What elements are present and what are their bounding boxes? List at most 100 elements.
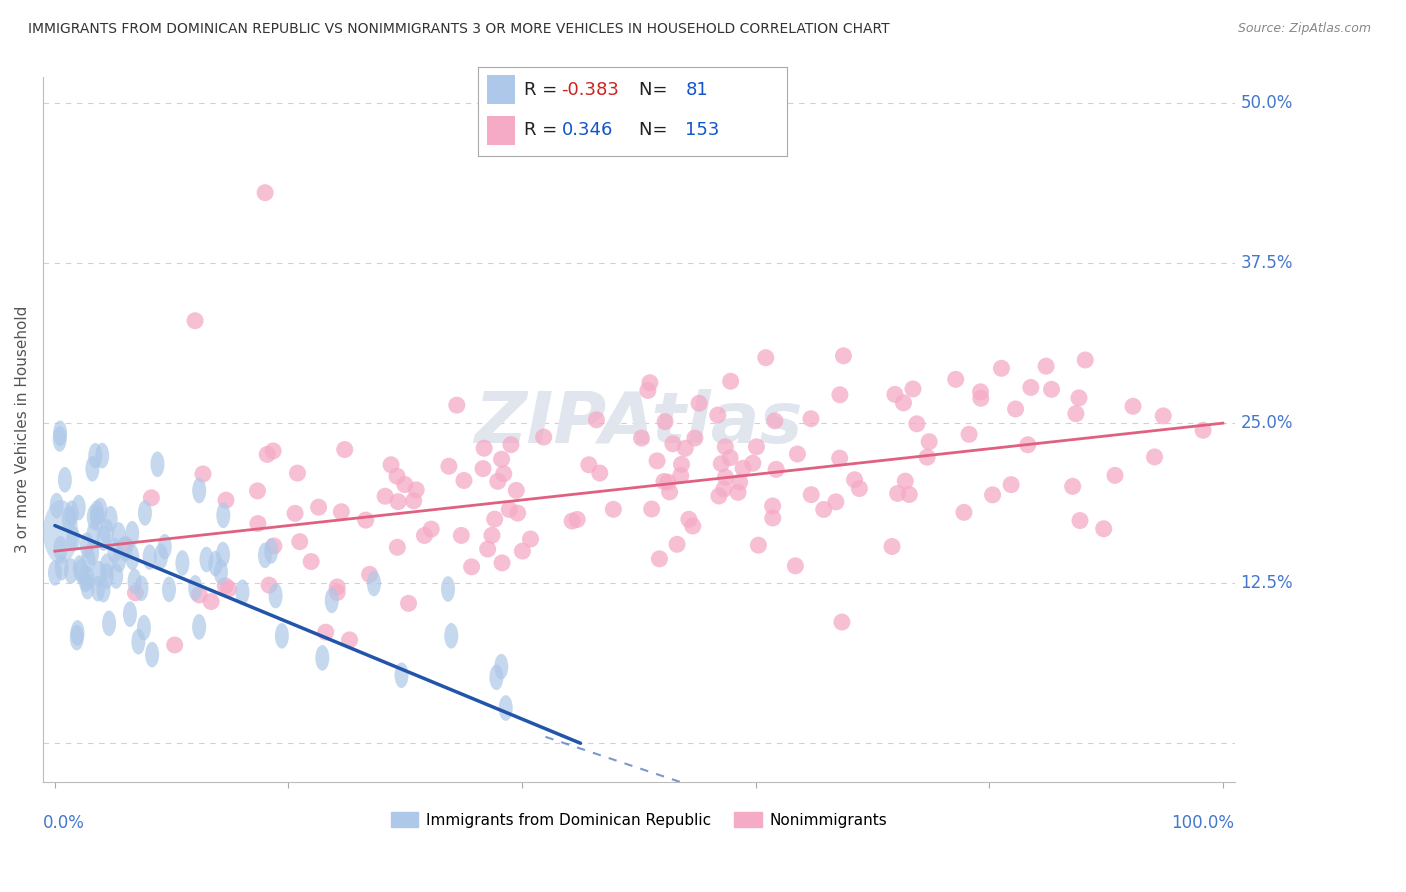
Point: [330, 505, 353, 519]
Point: [640, 502, 662, 516]
Point: [728, 475, 751, 490]
Ellipse shape: [80, 533, 94, 558]
Point: [969, 384, 991, 399]
Point: [1017, 438, 1039, 452]
Point: [905, 417, 928, 431]
Point: [714, 440, 737, 454]
Point: [481, 528, 503, 542]
Point: [486, 475, 509, 489]
Point: [1074, 353, 1097, 368]
Point: [832, 349, 855, 363]
Ellipse shape: [200, 547, 214, 573]
Ellipse shape: [136, 615, 150, 640]
Ellipse shape: [91, 576, 105, 601]
Ellipse shape: [193, 478, 207, 503]
Text: R =: R =: [524, 120, 569, 139]
Point: [380, 458, 402, 472]
Ellipse shape: [86, 456, 100, 482]
Point: [405, 483, 427, 497]
Text: 153: 153: [685, 120, 720, 139]
Point: [762, 511, 785, 525]
Ellipse shape: [104, 506, 118, 532]
Ellipse shape: [441, 576, 456, 602]
Text: 0.346: 0.346: [561, 120, 613, 139]
Point: [450, 528, 472, 542]
Point: [918, 434, 941, 449]
Point: [707, 489, 730, 503]
Ellipse shape: [157, 534, 172, 559]
Point: [662, 437, 685, 451]
Point: [727, 485, 749, 500]
Legend: Immigrants from Dominican Republic, Nonimmigrants: Immigrants from Dominican Republic, Noni…: [385, 805, 893, 834]
Point: [638, 376, 661, 390]
Point: [1092, 522, 1115, 536]
Point: [953, 505, 976, 519]
Point: [901, 382, 924, 396]
Point: [288, 534, 311, 549]
Ellipse shape: [489, 665, 503, 690]
Point: [970, 392, 993, 406]
Point: [648, 551, 671, 566]
Ellipse shape: [65, 500, 79, 526]
Point: [420, 522, 443, 536]
Point: [387, 494, 409, 508]
Point: [669, 468, 692, 483]
Ellipse shape: [62, 507, 76, 532]
Point: [673, 442, 696, 456]
Text: N=: N=: [638, 120, 673, 139]
Ellipse shape: [145, 641, 159, 667]
Point: [184, 314, 207, 328]
Point: [218, 582, 240, 596]
Point: [491, 556, 513, 570]
Point: [718, 450, 741, 465]
Point: [214, 579, 236, 593]
Ellipse shape: [257, 542, 271, 568]
Point: [246, 483, 269, 498]
Ellipse shape: [235, 580, 249, 605]
Ellipse shape: [89, 443, 103, 468]
Ellipse shape: [150, 451, 165, 477]
Point: [141, 491, 163, 505]
Point: [828, 451, 851, 466]
Ellipse shape: [135, 575, 149, 601]
Point: [602, 502, 624, 516]
Ellipse shape: [208, 551, 222, 576]
Point: [880, 540, 903, 554]
Ellipse shape: [82, 547, 96, 573]
Point: [713, 482, 735, 496]
Ellipse shape: [70, 620, 84, 646]
Point: [374, 489, 396, 503]
Point: [333, 442, 356, 457]
Ellipse shape: [214, 559, 228, 585]
Point: [844, 473, 866, 487]
Point: [398, 596, 420, 610]
Point: [359, 567, 381, 582]
Ellipse shape: [499, 695, 513, 721]
Point: [437, 459, 460, 474]
Ellipse shape: [188, 575, 202, 600]
Ellipse shape: [269, 582, 283, 608]
Ellipse shape: [103, 610, 117, 636]
Ellipse shape: [55, 555, 69, 581]
Point: [491, 452, 513, 467]
Text: ZIPAtlas: ZIPAtlas: [475, 389, 803, 458]
Point: [387, 541, 409, 555]
Point: [354, 513, 377, 527]
Point: [894, 474, 917, 488]
Point: [800, 488, 823, 502]
Ellipse shape: [53, 420, 67, 446]
Point: [585, 413, 607, 427]
Point: [666, 537, 689, 551]
Ellipse shape: [444, 623, 458, 648]
Text: N=: N=: [638, 80, 673, 99]
Point: [1067, 391, 1090, 405]
Ellipse shape: [112, 547, 127, 573]
Point: [246, 516, 269, 531]
Ellipse shape: [49, 492, 63, 518]
Text: -0.383: -0.383: [561, 80, 620, 99]
Point: [484, 512, 506, 526]
Point: [578, 458, 600, 472]
Point: [637, 384, 659, 398]
Point: [561, 514, 583, 528]
Point: [731, 461, 754, 475]
